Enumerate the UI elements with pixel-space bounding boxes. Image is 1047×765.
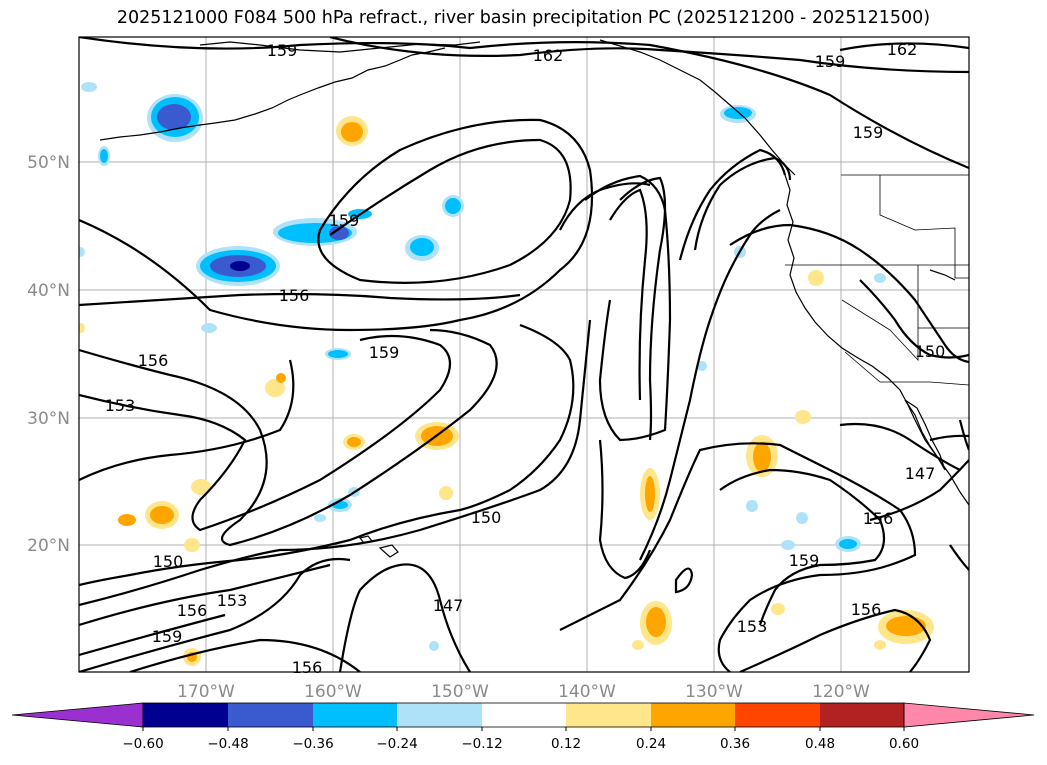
gridlines [79, 37, 969, 672]
contour-label: 150 [153, 552, 184, 571]
colorbar-tick-label: 0.36 [720, 736, 750, 752]
colorbar-outline [142, 702, 905, 728]
colorbar-segment [482, 703, 566, 727]
contour-label: 156 [279, 286, 310, 305]
contour-label: 159 [815, 52, 846, 71]
contour-label: 162 [887, 40, 918, 59]
colorbar-segment [651, 703, 735, 727]
contour-label: 150 [915, 342, 946, 361]
lat-label: 20°N [27, 536, 70, 556]
colorbar-segment [820, 703, 904, 727]
lon-label: 130°W [685, 682, 743, 702]
contour-label: 156 [292, 658, 323, 677]
colorbar-segment [566, 703, 651, 727]
colorbar-extend-high [903, 702, 1035, 728]
latitude-labels: 50°N 40°N 30°N 20°N [27, 153, 70, 556]
colorbar-segment [143, 703, 228, 727]
chart-title: 2025121000 F084 500 hPa refract., river … [116, 8, 931, 28]
contour-label: 159 [853, 123, 884, 142]
colorbar-tick-label: −0.36 [292, 736, 333, 752]
colorbar-tick-label: 0.24 [636, 736, 666, 752]
contour-label: 156 [851, 600, 882, 619]
lon-label: 150°W [431, 682, 489, 702]
contour-label: 156 [138, 351, 169, 370]
colorbar-tick-label: −0.12 [461, 736, 502, 752]
colorbar-tick-label: −0.24 [376, 736, 417, 752]
contour-label: 147 [433, 596, 464, 615]
state-borders [785, 174, 969, 386]
colorbar-tick-label: −0.48 [207, 736, 248, 752]
contour-label: 153 [737, 617, 768, 636]
contour-label: 156 [177, 601, 208, 620]
lon-label: 170°W [177, 682, 235, 702]
lat-label: 30°N [27, 409, 70, 429]
contour-label: 153 [217, 591, 248, 610]
contour-label: 159 [369, 343, 400, 362]
refractivity-contours [79, 37, 969, 672]
colorbar-segment [228, 703, 313, 727]
colorbar-tick-label: 0.60 [889, 736, 919, 752]
map-frame [78, 36, 970, 673]
lon-label: 140°W [558, 682, 616, 702]
colorbar-extend-low [11, 702, 144, 728]
colorbar-segment [313, 703, 397, 727]
contour-label: 159 [329, 211, 360, 230]
contour-label: 159 [267, 41, 298, 60]
lon-label: 120°W [812, 682, 870, 702]
contour-label-group: 159 162 159 162 159 159 156 156 153 159 … [105, 40, 946, 677]
colorbar-segment [735, 703, 820, 727]
contour-label: 156 [863, 509, 894, 528]
colorbar-tick-label: 0.12 [551, 736, 581, 752]
colorbar-tick-label: −0.60 [122, 736, 163, 752]
contour-label: 159 [789, 551, 820, 570]
colorbar-segment [397, 703, 482, 727]
map-background [79, 37, 969, 672]
coastlines [99, 39, 969, 558]
precip-shading-negative [79, 82, 886, 651]
contour-label: 147 [905, 464, 936, 483]
contour-label: 150 [471, 508, 502, 527]
contour-label: 159 [152, 627, 183, 646]
contour-label: 162 [533, 46, 564, 65]
contour-label: 153 [105, 396, 136, 415]
colorbar: −0.60 −0.48 −0.36 −0.24 −0.12 0.12 0.24 … [11, 702, 1035, 752]
colorbar-tick-label: 0.48 [805, 736, 835, 752]
longitude-labels: 170°W 160°W 150°W 140°W 130°W 120°W [177, 682, 870, 702]
lat-label: 50°N [27, 153, 70, 173]
lon-label: 160°W [304, 682, 362, 702]
lat-label: 40°N [27, 281, 70, 301]
